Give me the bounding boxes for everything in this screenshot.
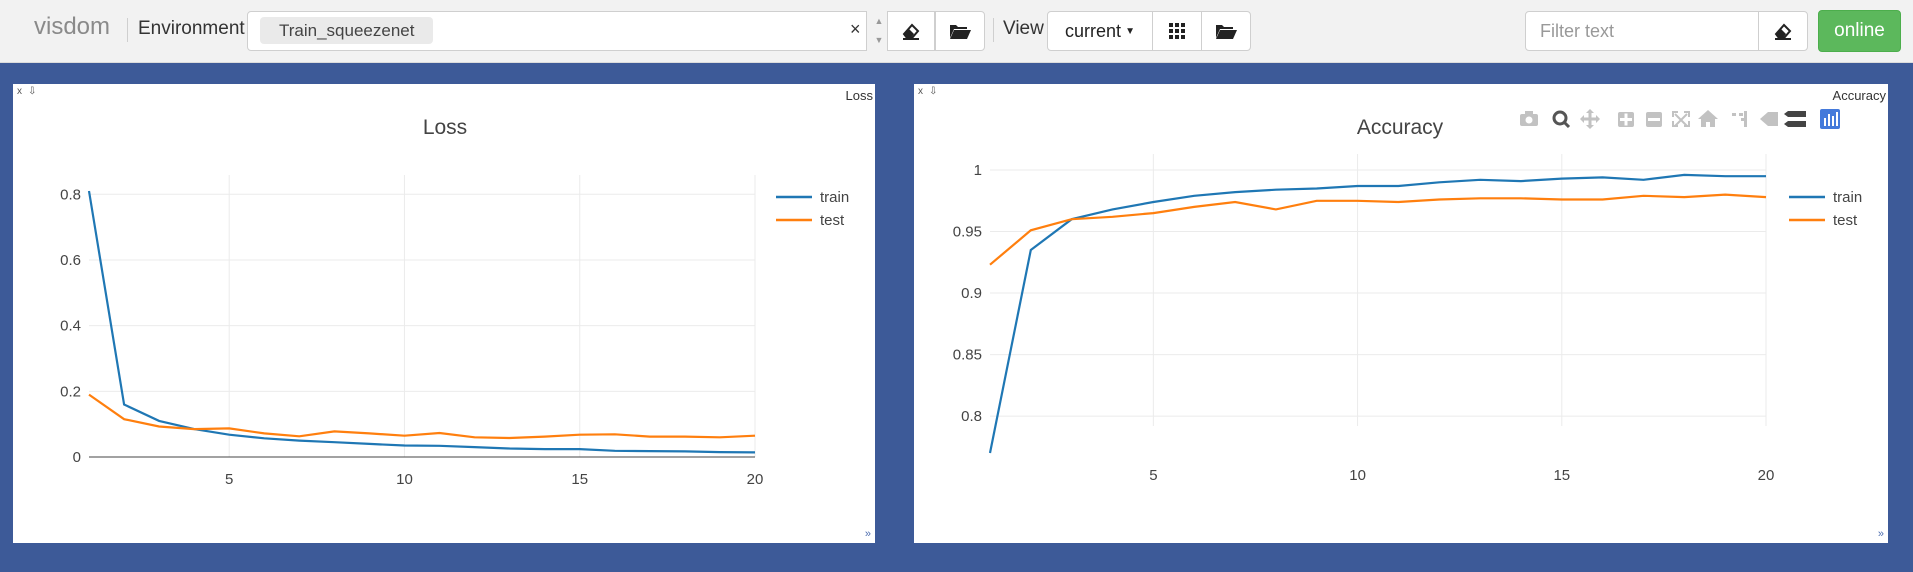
y-tick-label: 0 [73, 449, 81, 466]
view-select[interactable]: current ▼ [1047, 11, 1153, 51]
series-line-train[interactable] [87, 190, 756, 454]
pane-controls: x⇩ [918, 86, 943, 97]
environment-tag[interactable]: Train_squeezenet [260, 17, 434, 44]
y-tick-label: 0.6 [60, 252, 81, 269]
clear-filter-button[interactable] [1758, 11, 1808, 51]
plotly-logo-icon[interactable] [1820, 109, 1840, 129]
zoom-icon[interactable] [1552, 110, 1571, 129]
chevron-up-icon[interactable]: ▲ [874, 16, 884, 26]
view-select-value: current [1065, 20, 1122, 41]
brand-logo[interactable]: visdom [34, 13, 111, 40]
series-line-test[interactable] [88, 393, 756, 440]
chart-title: Accuracy [1357, 116, 1444, 139]
download-pane-icon[interactable]: ⇩ [28, 86, 43, 97]
resize-handle-icon[interactable]: » [1877, 528, 1884, 540]
autoscale-icon[interactable] [1672, 111, 1690, 127]
zoom-out-icon[interactable] [1646, 112, 1662, 127]
environment-label: Environment [138, 18, 245, 39]
download-pane-icon[interactable]: ⇩ [929, 86, 944, 97]
divider [127, 18, 128, 42]
environment-select[interactable]: Train_squeezenet × ▲ ▼ [247, 11, 883, 51]
y-tick-label: 0.95 [953, 224, 982, 241]
resize-handle-icon[interactable]: » [864, 528, 871, 540]
series-line-train[interactable] [988, 173, 1766, 454]
grid-icon [1169, 23, 1185, 39]
legend-label-test[interactable]: test [820, 212, 845, 229]
x-tick-label: 20 [1758, 467, 1775, 484]
y-tick-label: 0.8 [961, 408, 982, 425]
manage-views-button[interactable] [1201, 11, 1251, 51]
filter-input[interactable] [1525, 11, 1759, 51]
close-pane-icon[interactable]: x [17, 86, 28, 97]
pan-icon[interactable] [1580, 109, 1600, 129]
divider [993, 18, 994, 42]
online-status-button[interactable]: online [1818, 10, 1901, 52]
x-tick-label: 10 [1349, 467, 1366, 484]
series-line-test[interactable] [989, 193, 1767, 266]
pane-title: Loss [845, 88, 873, 103]
y-tick-label: 1 [974, 162, 982, 179]
accuracy-pane: x⇩ Accuracy 0.8 0.85 0.9 0.95 1 5 10 15 20 Accura… [914, 84, 1888, 543]
plot-modebar [1520, 109, 1840, 129]
home-icon[interactable] [1698, 110, 1718, 127]
loss-chart[interactable]: 0 0.2 0.4 0.6 0.8 5 10 15 20 Loss train test [13, 84, 875, 543]
x-tick-label: 15 [1553, 467, 1570, 484]
pane-title: Accuracy [1832, 88, 1886, 103]
legend-label-train[interactable]: train [820, 189, 849, 206]
chart-title: Loss [423, 116, 467, 139]
x-tick-label: 15 [571, 471, 588, 488]
view-label: View [1003, 18, 1044, 39]
y-tick-label: 0.9 [961, 285, 982, 302]
legend-label-test[interactable]: test [1833, 212, 1858, 229]
eraser-icon [1774, 23, 1792, 40]
hover-closest-icon[interactable] [1760, 112, 1778, 126]
y-tick-label: 0.85 [953, 347, 982, 364]
repack-button[interactable] [1152, 11, 1202, 51]
pane-controls: x⇩ [17, 86, 42, 97]
clear-env-button[interactable] [887, 11, 935, 51]
zoom-in-icon[interactable] [1618, 112, 1634, 127]
y-tick-label: 0.4 [60, 318, 81, 335]
legend-label-train[interactable]: train [1833, 189, 1862, 206]
scroll-arrows[interactable]: ▲ ▼ [868, 12, 890, 50]
spike-lines-icon[interactable] [1732, 111, 1747, 127]
camera-icon[interactable] [1520, 111, 1538, 126]
folder-open-icon [950, 25, 971, 39]
y-tick-label: 0.8 [60, 186, 81, 203]
caret-down-icon: ▼ [1125, 25, 1135, 37]
close-pane-icon[interactable]: x [918, 86, 929, 97]
x-tick-label: 10 [396, 471, 413, 488]
manage-env-button[interactable] [935, 11, 985, 51]
x-tick-label: 5 [1149, 467, 1157, 484]
clear-selection-icon[interactable]: × [850, 19, 861, 39]
x-tick-label: 20 [747, 471, 764, 488]
folder-open-icon [1216, 25, 1237, 39]
hover-compare-icon[interactable] [1784, 111, 1806, 127]
y-tick-label: 0.2 [60, 383, 81, 400]
top-navbar: visdom Environment Train_squeezenet × ▲ … [0, 0, 1913, 63]
eraser-icon [902, 23, 920, 40]
x-tick-label: 5 [225, 471, 233, 488]
loss-pane: x⇩ Loss 0 0.2 0.4 0.6 0.8 5 10 15 20 Loss train tes… [13, 84, 875, 543]
chevron-down-icon[interactable]: ▼ [874, 35, 884, 45]
